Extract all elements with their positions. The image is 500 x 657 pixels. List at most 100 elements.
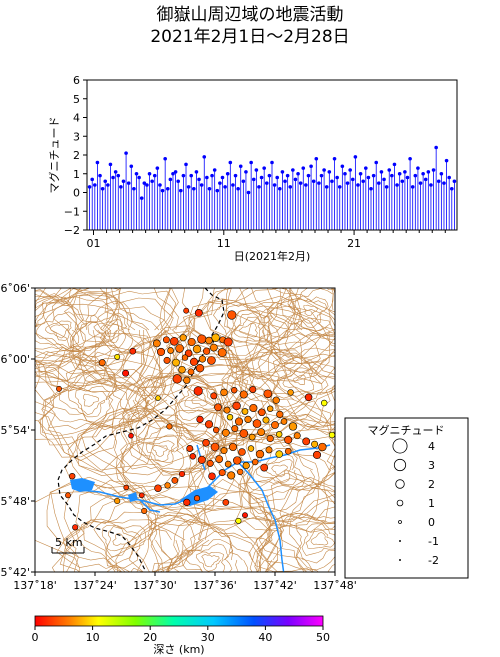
y-axis-label: マグニチュード — [47, 117, 61, 194]
contour-line — [208, 429, 335, 526]
event-point — [179, 188, 183, 193]
contour-line — [305, 528, 335, 549]
contour-line — [35, 288, 184, 397]
event-point — [392, 162, 397, 167]
earthquake-marker — [172, 374, 182, 384]
earthquake-marker — [222, 499, 230, 506]
earthquake-marker — [231, 387, 238, 394]
contour-line — [58, 380, 116, 425]
event-point — [150, 179, 154, 184]
earthquake-marker — [271, 421, 279, 429]
legend-symbol — [398, 559, 401, 562]
earthquake-marker — [227, 310, 237, 320]
earthquake-marker — [302, 437, 311, 446]
legend-symbol — [392, 438, 408, 454]
contour-line — [83, 393, 100, 407]
contour-line — [75, 511, 153, 572]
lat-tick-label: 35˚48' — [0, 495, 30, 508]
contour-line — [248, 487, 335, 572]
event-point — [434, 145, 438, 150]
event-point — [251, 177, 256, 182]
earthquake-marker — [114, 353, 121, 360]
event-point — [145, 183, 149, 187]
contour-line — [35, 288, 199, 388]
event-point — [231, 183, 235, 187]
y-tick-label: 0 — [73, 187, 80, 200]
event-point — [160, 188, 165, 193]
event-point — [436, 179, 441, 184]
legend-label: -1 — [428, 535, 439, 548]
earthquake-marker — [187, 337, 196, 347]
contour-line — [145, 440, 175, 462]
contour-line — [292, 374, 306, 386]
earthquake-marker — [276, 431, 283, 438]
contour-line — [282, 367, 315, 392]
earthquake-marker — [196, 415, 204, 424]
earthquake-marker — [169, 336, 179, 346]
earthquake-marker — [214, 403, 222, 412]
event-point — [111, 175, 115, 180]
legend-symbol — [395, 479, 405, 489]
contour-line — [184, 386, 216, 410]
event-point — [139, 196, 144, 200]
event-point — [155, 166, 160, 170]
y-tick-label: 4 — [73, 112, 80, 125]
event-point — [228, 160, 233, 165]
earthquake-marker — [318, 442, 327, 452]
contour-line — [100, 323, 120, 338]
earthquake-marker — [114, 497, 121, 505]
contour-line — [91, 408, 228, 508]
contour-line — [255, 493, 335, 572]
event-point — [374, 160, 379, 165]
earthquake-marker — [220, 388, 228, 397]
earthquake-marker — [257, 428, 266, 436]
y-tick-label: −1 — [64, 205, 80, 218]
contour-line — [46, 482, 210, 572]
event-point — [384, 185, 389, 189]
magnitude-legend: マグニチュード 4 3 2 1 0 -1 -2 — [344, 417, 469, 579]
event-point — [324, 185, 329, 189]
earthquake-marker — [152, 339, 161, 348]
legend-symbol — [393, 458, 407, 472]
earthquake-marker — [228, 442, 238, 452]
event-point — [173, 170, 178, 174]
x-tick-label: 01 — [87, 237, 101, 250]
event-point — [298, 181, 303, 185]
earthquake-marker — [232, 401, 241, 411]
event-point — [337, 185, 342, 189]
earthquake-marker — [304, 393, 313, 402]
event-point — [270, 160, 274, 165]
contour-line — [35, 288, 125, 387]
event-point — [447, 175, 451, 180]
lat-tick-label: 35˚54' — [0, 424, 30, 437]
earthquake-marker — [249, 386, 257, 393]
earthquake-marker — [217, 348, 227, 358]
earthquake-marker — [249, 403, 258, 413]
event-point — [181, 173, 186, 178]
event-point — [171, 171, 175, 176]
colorbar-tick-label: 40 — [258, 631, 272, 644]
event-point — [431, 168, 436, 172]
event-point — [322, 168, 326, 172]
contour-line — [233, 472, 335, 572]
event-point — [356, 183, 360, 187]
earthquake-marker — [155, 395, 161, 401]
contour-line — [35, 289, 123, 377]
lake-small — [128, 492, 138, 502]
depth-colorbar: 0 10 20 30 40 50 深さ (km) — [32, 615, 330, 656]
contour-line — [275, 288, 335, 336]
event-point — [129, 164, 134, 169]
colorbar-tick-label: 30 — [201, 631, 215, 644]
contour-line — [267, 348, 335, 415]
contour-line — [64, 291, 172, 372]
contour-line — [271, 464, 288, 478]
event-point — [377, 181, 381, 185]
event-point — [314, 156, 319, 161]
contour-line — [258, 499, 335, 572]
earthquake-marker — [223, 406, 231, 414]
colorbar-label: 深さ (km) — [153, 643, 204, 656]
event-point — [254, 168, 259, 172]
earthquake-marker — [210, 442, 220, 452]
lat-tick-label: 35˚42' — [0, 566, 30, 579]
